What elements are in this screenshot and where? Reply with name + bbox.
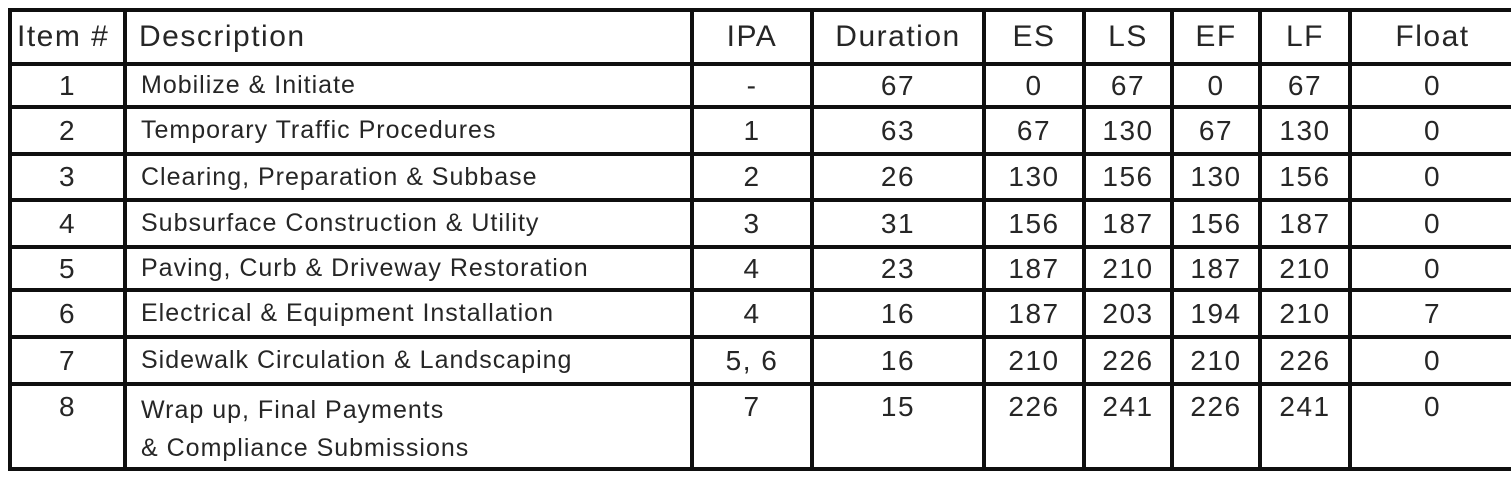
cell-float: 0 <box>1348 152 1511 202</box>
column-header-es: ES <box>982 8 1086 66</box>
cell-description: Subsurface Construction & Utility <box>123 198 694 249</box>
column-header-description: Description <box>123 8 694 66</box>
cell-duration: 16 <box>810 335 986 386</box>
cell-duration: 15 <box>810 382 986 471</box>
cell-float: 7 <box>1348 288 1511 339</box>
cell-lf: 187 <box>1258 198 1352 249</box>
column-header-ls: LS <box>1082 8 1174 66</box>
cell-ipa: - <box>690 62 814 109</box>
cell-item-number: 1 <box>8 62 127 109</box>
cell-ipa: 2 <box>690 152 814 202</box>
cell-ef: 156 <box>1170 198 1262 249</box>
cell-duration: 23 <box>810 245 986 292</box>
cell-ls: 130 <box>1082 105 1174 156</box>
cell-es: 210 <box>982 335 1086 386</box>
table-row: 7 Sidewalk Circulation & Landscaping 5, … <box>8 335 1511 386</box>
cell-duration: 67 <box>810 62 986 109</box>
cell-item-number: 8 <box>8 382 127 471</box>
column-header-ef: EF <box>1170 8 1262 66</box>
cell-lf: 241 <box>1258 382 1352 471</box>
cell-float: 0 <box>1348 105 1511 156</box>
cell-duration: 26 <box>810 152 986 202</box>
cell-ef: 226 <box>1170 382 1262 471</box>
cell-ls: 187 <box>1082 198 1174 249</box>
table-row: 3 Clearing, Preparation & Subbase 2 26 1… <box>8 152 1511 202</box>
cell-lf: 130 <box>1258 105 1352 156</box>
cell-float: 0 <box>1348 382 1511 471</box>
table-row: 1 Mobilize & Initiate - 67 0 67 0 67 0 <box>8 62 1511 109</box>
cell-lf: 67 <box>1258 62 1352 109</box>
cell-ls: 203 <box>1082 288 1174 339</box>
cell-description: Sidewalk Circulation & Landscaping <box>123 335 694 386</box>
cell-ipa: 5, 6 <box>690 335 814 386</box>
cell-item-number: 2 <box>8 105 127 156</box>
cell-es: 156 <box>982 198 1086 249</box>
cell-lf: 156 <box>1258 152 1352 202</box>
table-row: 6 Electrical & Equipment Installation 4 … <box>8 288 1511 339</box>
table-row: 4 Subsurface Construction & Utility 3 31… <box>8 198 1511 249</box>
cell-item-number: 6 <box>8 288 127 339</box>
cell-lf: 210 <box>1258 288 1352 339</box>
cell-float: 0 <box>1348 198 1511 249</box>
cell-ls: 210 <box>1082 245 1174 292</box>
column-header-float: Float <box>1348 8 1511 66</box>
cell-ipa: 7 <box>690 382 814 471</box>
cell-es: 187 <box>982 245 1086 292</box>
cell-ef: 210 <box>1170 335 1262 386</box>
cell-duration: 31 <box>810 198 986 249</box>
cell-es: 0 <box>982 62 1086 109</box>
table-header: Item # Description IPA Duration ES LS EF… <box>8 8 1511 66</box>
description-line-2: & Compliance Submissions <box>141 434 470 462</box>
cell-es: 67 <box>982 105 1086 156</box>
cell-float: 0 <box>1348 245 1511 292</box>
header-row: Item # Description IPA Duration ES LS EF… <box>8 8 1511 66</box>
cell-ef: 187 <box>1170 245 1262 292</box>
cell-lf: 226 <box>1258 335 1352 386</box>
cell-duration: 63 <box>810 105 986 156</box>
column-header-duration: Duration <box>810 8 986 66</box>
cell-description: Paving, Curb & Driveway Restoration <box>123 245 694 292</box>
cell-ls: 67 <box>1082 62 1174 109</box>
cell-description: Clearing, Preparation & Subbase <box>123 152 694 202</box>
column-header-item: Item # <box>8 8 127 66</box>
cell-item-number: 5 <box>8 245 127 292</box>
cell-ls: 156 <box>1082 152 1174 202</box>
cell-ef: 0 <box>1170 62 1262 109</box>
table-row: 8 Wrap up, Final Payments & Compliance S… <box>8 382 1511 471</box>
cell-ls: 241 <box>1082 382 1174 471</box>
cell-description: Electrical & Equipment Installation <box>123 288 694 339</box>
cell-ef: 130 <box>1170 152 1262 202</box>
cell-item-number: 4 <box>8 198 127 249</box>
cell-ls: 226 <box>1082 335 1174 386</box>
cell-item-number: 3 <box>8 152 127 202</box>
cell-ef: 67 <box>1170 105 1262 156</box>
cell-ipa: 1 <box>690 105 814 156</box>
cell-duration: 16 <box>810 288 986 339</box>
cell-es: 130 <box>982 152 1086 202</box>
description-line-1: Wrap up, Final Payments <box>141 396 445 424</box>
cell-ipa: 4 <box>690 288 814 339</box>
cell-float: 0 <box>1348 62 1511 109</box>
table-row: 2 Temporary Traffic Procedures 1 63 67 1… <box>8 105 1511 156</box>
cell-item-number: 7 <box>8 335 127 386</box>
table-body: 1 Mobilize & Initiate - 67 0 67 0 67 0 2… <box>8 62 1511 471</box>
cell-description: Mobilize & Initiate <box>123 62 694 109</box>
cell-ef: 194 <box>1170 288 1262 339</box>
cell-ipa: 4 <box>690 245 814 292</box>
column-header-ipa: IPA <box>690 8 814 66</box>
table-row: 5 Paving, Curb & Driveway Restoration 4 … <box>8 245 1511 292</box>
cell-description: Wrap up, Final Payments & Compliance Sub… <box>123 382 694 471</box>
cell-es: 226 <box>982 382 1086 471</box>
cell-float: 0 <box>1348 335 1511 386</box>
cell-lf: 210 <box>1258 245 1352 292</box>
cell-description: Temporary Traffic Procedures <box>123 105 694 156</box>
cpm-schedule-table: Item # Description IPA Duration ES LS EF… <box>8 8 1511 471</box>
cell-ipa: 3 <box>690 198 814 249</box>
cell-es: 187 <box>982 288 1086 339</box>
column-header-lf: LF <box>1258 8 1352 66</box>
